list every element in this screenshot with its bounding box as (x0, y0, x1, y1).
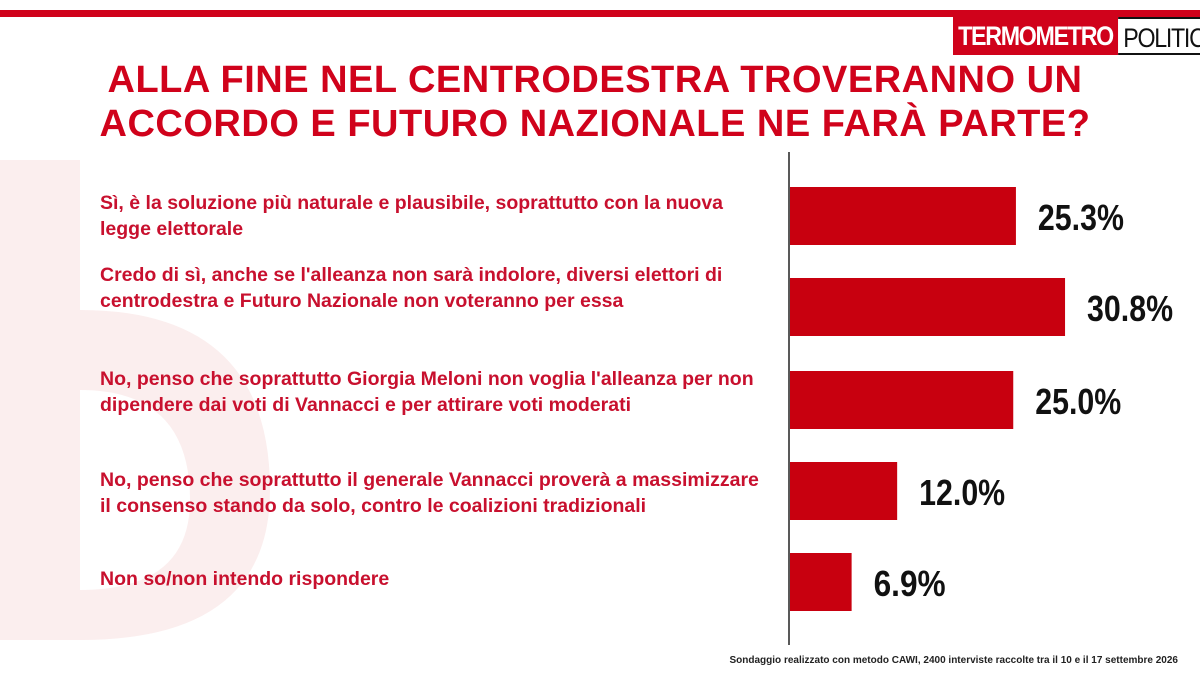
category-label-5: Non so/non intendo rispondere (100, 568, 390, 590)
data-label-4: 12.0% (919, 472, 1005, 513)
category-label-4: No, penso che soprattutto il generale Va… (100, 469, 759, 517)
data-label-5: 6.9% (874, 563, 946, 604)
logo-termometro: TERMOMETRO (953, 17, 1119, 55)
logo-politico: POLITICO (1118, 17, 1200, 55)
data-label-3: 25.0% (1035, 381, 1121, 422)
data-label-2: 30.8% (1087, 288, 1173, 329)
bar-5 (790, 553, 852, 611)
survey-footnote: Sondaggio realizzato con metodo CAWI, 24… (729, 655, 1179, 666)
category-label-2: Credo di sì, anche se l'alleanza non sar… (100, 264, 723, 312)
brand-logo: TERMOMETRO POLITICO (953, 17, 1200, 55)
category-label-3: No, penso che soprattutto Giorgia Meloni… (100, 368, 754, 416)
category-label-1: Sì, è la soluzione più naturale e plausi… (100, 192, 724, 240)
data-label-1: 25.3% (1038, 197, 1124, 238)
top-accent-bar (0, 10, 1200, 17)
bar-2 (790, 278, 1066, 336)
bar-1 (790, 187, 1016, 245)
bar-4 (790, 462, 898, 520)
page-title: ALLA FINE NEL CENTRODESTRA TROVERANNO UN… (99, 59, 1091, 145)
bar-3 (790, 371, 1014, 429)
